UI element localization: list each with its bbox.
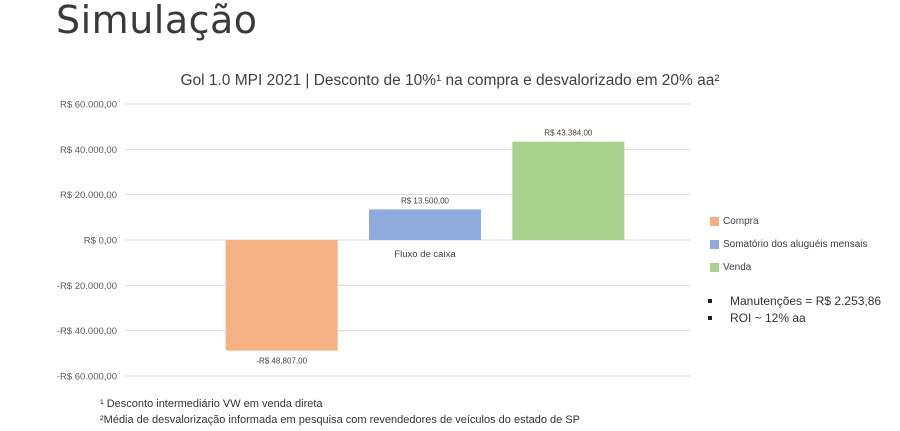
legend-item-venda: Venda	[710, 256, 868, 279]
y-tick-label: R$ 20.000,00	[60, 190, 117, 201]
y-tick-label: R$ 40.000,00	[60, 145, 117, 156]
bullet-icon	[708, 299, 712, 303]
data-label: -R$ 48.807,00	[256, 357, 307, 366]
note-maintenance: Manutenções = R$ 2.253,86	[730, 294, 881, 308]
legend-swatch-compra	[710, 217, 719, 226]
bar-3	[512, 142, 624, 240]
chart-legend: Compra Somatório dos aluguéis mensais Ve…	[710, 210, 868, 279]
legend-item-alugueis: Somatório dos aluguéis mensais	[710, 233, 868, 256]
note-roi: ROI ~ 12% aa	[730, 311, 806, 325]
data-label: R$ 43.384,00	[544, 129, 593, 138]
data-label: R$ 13.500,00	[401, 196, 450, 205]
y-tick-label: -R$ 60.000,00	[57, 372, 117, 383]
bar-1	[226, 240, 338, 351]
legend-swatch-alugueis	[710, 240, 719, 249]
y-tick-label: R$ 60.000,00	[60, 100, 117, 111]
legend-label-alugueis: Somatório dos aluguéis mensais	[723, 239, 868, 250]
footnote-2: ²Média de desvalorização informada em pe…	[100, 412, 580, 428]
notes-list: Manutenções = R$ 2.253,86 ROI ~ 12% aa	[708, 292, 881, 326]
note-item: Manutenções = R$ 2.253,86	[708, 292, 881, 309]
y-tick-label: R$ 0,00	[84, 236, 117, 247]
footnote-1: ¹ Desconto intermediário VW em venda dir…	[100, 396, 580, 412]
legend-item-compra: Compra	[710, 210, 868, 233]
footnotes: ¹ Desconto intermediário VW em venda dir…	[100, 396, 580, 428]
bar-2	[369, 209, 481, 240]
legend-label-compra: Compra	[723, 216, 759, 227]
bullet-icon	[708, 316, 712, 320]
y-tick-label: -R$ 20.000,00	[57, 281, 117, 292]
note-item: ROI ~ 12% aa	[708, 309, 881, 326]
x-category-label: Fluxo de caixa	[394, 249, 456, 260]
legend-label-venda: Venda	[723, 262, 751, 273]
y-tick-label: -R$ 40.000,00	[57, 326, 117, 337]
legend-swatch-venda	[710, 263, 719, 272]
